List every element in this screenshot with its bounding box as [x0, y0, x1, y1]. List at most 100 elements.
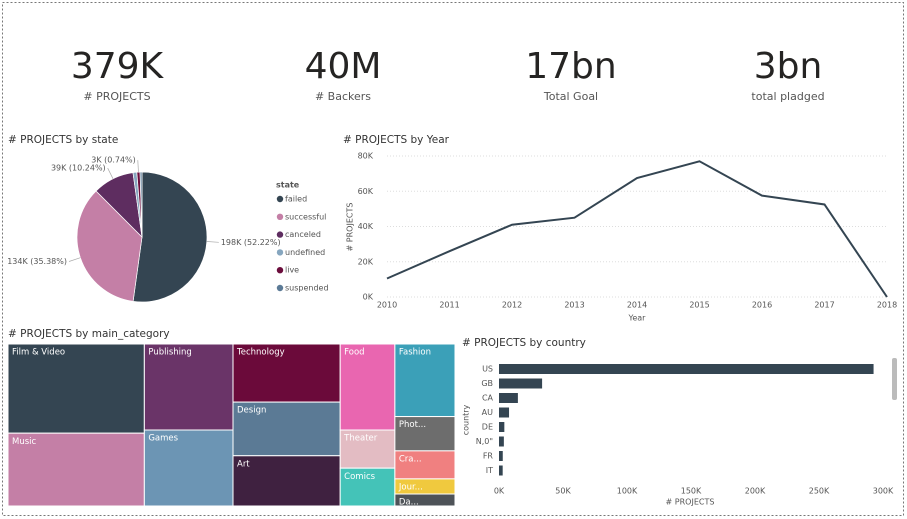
x-tick-label: 2010 — [377, 301, 397, 310]
kpi-label: Total Goal — [543, 90, 598, 103]
leader-line — [206, 241, 219, 243]
tile-label: Music — [12, 437, 37, 447]
treemap-tile — [7, 432, 145, 507]
bar — [499, 407, 510, 418]
x-tick-label: 2012 — [502, 301, 522, 310]
legend-label: successful — [285, 212, 326, 221]
y-tick-label: FR — [483, 452, 494, 461]
legend-label: suspended — [285, 284, 329, 293]
kpi-value: 17bn — [525, 46, 616, 87]
x-tick-label: 2016 — [752, 301, 772, 310]
tile-label: Phot... — [399, 420, 426, 430]
kpi-label: # Backers — [315, 90, 371, 103]
chart-title: # PROJECTS by Year — [343, 134, 450, 146]
legend-swatch — [276, 231, 284, 238]
y-tick-label: 0K — [363, 293, 374, 302]
treemap-tile — [339, 343, 396, 431]
tile-label: Cra... — [399, 454, 422, 464]
data-label: 198K (52.22%) — [221, 238, 281, 247]
leader-line — [68, 257, 81, 262]
y-tick-label: CA — [482, 394, 494, 403]
x-tick-label: 2011 — [439, 301, 459, 310]
tile-label: Art — [237, 459, 250, 469]
bar — [499, 465, 503, 476]
chart-title: # PROJECTS by country — [462, 337, 586, 349]
legend-swatch — [276, 213, 284, 220]
x-axis-label: Year — [628, 314, 647, 323]
kpi-label: # PROJECTS — [83, 90, 150, 103]
pie-slice — [139, 171, 143, 238]
leader-line — [107, 167, 114, 179]
legend-swatch — [276, 284, 284, 292]
treemap-tile — [232, 401, 341, 457]
treemap-tile — [339, 467, 396, 507]
tile-label: Games — [148, 434, 178, 444]
y-tick-label: 40K — [358, 222, 374, 231]
y-tick-label: US — [482, 365, 493, 374]
legend-label: canceled — [285, 230, 321, 239]
y-axis-label: # PROJECTS — [346, 203, 355, 252]
treemap-tile — [394, 343, 456, 418]
y-tick-label: IT — [486, 466, 493, 475]
x-tick-label: 0K — [494, 487, 505, 496]
y-tick-label: 80K — [358, 152, 374, 161]
kpi-label: total pladged — [751, 90, 824, 103]
tile-label: Publishing — [148, 348, 191, 358]
kpi-value: 3bn — [754, 46, 823, 87]
tile-label: Da... — [399, 498, 419, 508]
x-tick-label: 2015 — [689, 301, 709, 310]
x-tick-label: 2013 — [564, 301, 584, 310]
tile-label: Fashion — [399, 348, 431, 358]
tile-label: Film & Video — [12, 348, 65, 358]
chart-title: # PROJECTS by state — [8, 134, 118, 146]
x-tick-label: 2014 — [627, 301, 647, 310]
treemap-tile — [232, 343, 341, 403]
legend-swatch — [276, 195, 284, 203]
y-tick-label: GB — [481, 379, 493, 388]
x-tick-label: 50K — [555, 487, 571, 496]
bar — [499, 436, 504, 447]
legend-label: failed — [285, 195, 307, 204]
tile-label: Technology — [236, 348, 285, 358]
treemap-tile — [232, 455, 341, 507]
bar — [499, 451, 503, 461]
chart-title: # PROJECTS by main_category — [8, 328, 170, 340]
treemap-tile — [394, 493, 456, 507]
bar — [499, 378, 543, 389]
y-tick-label: 20K — [358, 257, 374, 266]
scrollbar — [892, 358, 897, 400]
tile-label: Food — [344, 348, 364, 358]
treemap-tile — [143, 429, 234, 507]
treemap-tile — [394, 416, 456, 452]
bar — [499, 393, 518, 403]
tile-label: Comics — [344, 472, 375, 482]
treemap-tile — [394, 450, 456, 480]
kpi-value: 379K — [71, 46, 165, 87]
leader-line — [137, 160, 139, 173]
bar — [499, 364, 874, 374]
tile-label: Design — [237, 406, 266, 416]
y-tick-label: DE — [482, 423, 493, 432]
legend-swatch — [276, 267, 284, 274]
data-label: 39K (10.24%) — [51, 164, 106, 173]
x-tick-label: 2018 — [877, 301, 897, 310]
x-tick-label: 2017 — [814, 301, 834, 310]
data-label: 134K (35.38%) — [7, 257, 67, 266]
x-tick-label: 200K — [745, 487, 766, 496]
tile-label: Jour... — [398, 482, 423, 492]
kpi-value: 40M — [305, 46, 382, 87]
y-axis-label: country — [462, 404, 471, 435]
x-tick-label: 300K — [873, 487, 894, 496]
x-tick-label: 100K — [617, 487, 638, 496]
pie-slice — [132, 171, 208, 303]
legend-label: live — [285, 266, 299, 275]
tile-label: Theater — [343, 434, 378, 444]
legend-swatch — [276, 249, 284, 256]
y-tick-label: 60K — [358, 187, 374, 196]
x-tick-label: 150K — [681, 487, 702, 496]
line — [386, 160, 888, 298]
y-tick-label: AU — [482, 408, 493, 417]
y-tick-label: N,0" — [476, 437, 493, 446]
